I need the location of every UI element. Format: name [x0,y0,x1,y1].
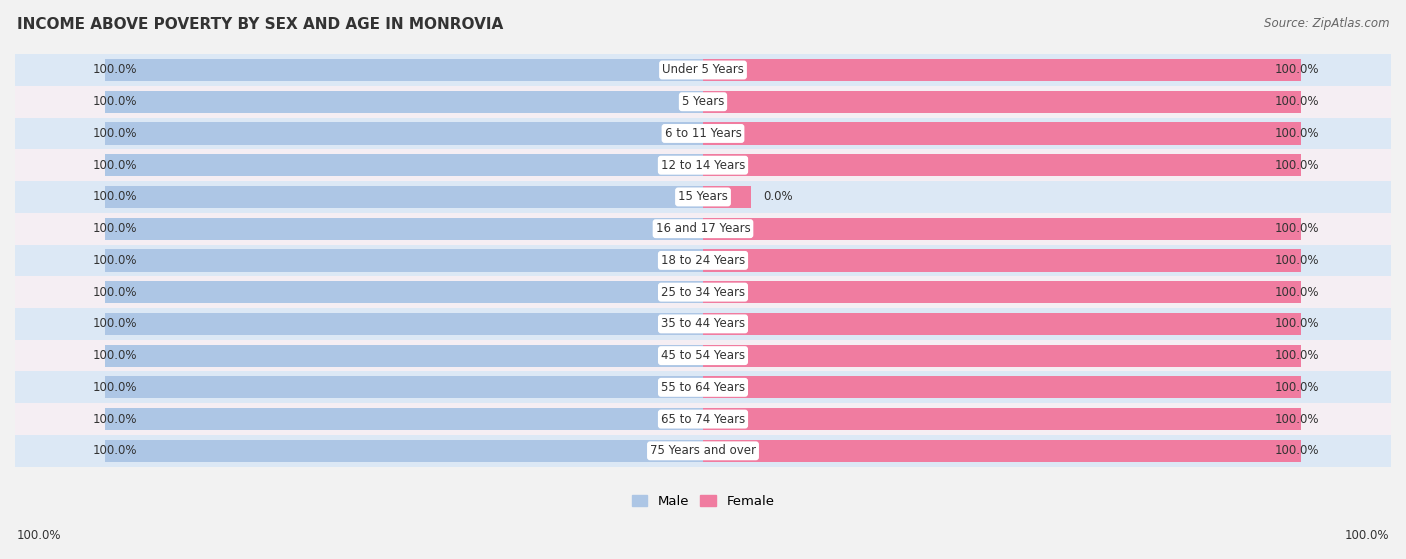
Text: 6 to 11 Years: 6 to 11 Years [665,127,741,140]
Bar [104,154,703,176]
Bar [703,376,1302,399]
Text: Under 5 Years: Under 5 Years [662,64,744,77]
Bar [104,344,703,367]
Bar [104,186,703,208]
Bar [703,408,1302,430]
Text: 16 and 17 Years: 16 and 17 Years [655,222,751,235]
Bar [104,440,703,462]
Bar [703,249,1302,272]
Bar [15,308,1391,340]
Bar [104,281,703,303]
Text: 5 Years: 5 Years [682,95,724,108]
Text: INCOME ABOVE POVERTY BY SEX AND AGE IN MONROVIA: INCOME ABOVE POVERTY BY SEX AND AGE IN M… [17,17,503,32]
Text: 55 to 64 Years: 55 to 64 Years [661,381,745,394]
Text: Source: ZipAtlas.com: Source: ZipAtlas.com [1264,17,1389,30]
Bar [15,149,1391,181]
Bar [104,249,703,272]
Text: 65 to 74 Years: 65 to 74 Years [661,413,745,425]
Bar [703,91,1302,113]
Text: 100.0%: 100.0% [1344,529,1389,542]
Bar [15,181,1391,213]
Bar [104,59,703,81]
Bar [703,186,751,208]
Bar [15,86,1391,117]
Text: 100.0%: 100.0% [1275,413,1319,425]
Text: 100.0%: 100.0% [1275,286,1319,299]
Bar [703,313,1302,335]
Text: 100.0%: 100.0% [93,381,138,394]
Text: 100.0%: 100.0% [93,349,138,362]
Legend: Male, Female: Male, Female [626,490,780,514]
Text: 35 to 44 Years: 35 to 44 Years [661,318,745,330]
Text: 25 to 34 Years: 25 to 34 Years [661,286,745,299]
Text: 100.0%: 100.0% [93,127,138,140]
Text: 100.0%: 100.0% [93,318,138,330]
Bar [104,122,703,145]
Text: 100.0%: 100.0% [1275,222,1319,235]
Text: 12 to 14 Years: 12 to 14 Years [661,159,745,172]
Bar [703,122,1302,145]
Bar [104,408,703,430]
Text: 100.0%: 100.0% [1275,64,1319,77]
Text: 100.0%: 100.0% [93,286,138,299]
Bar [15,403,1391,435]
Bar [104,313,703,335]
Bar [15,340,1391,372]
Bar [104,376,703,399]
Text: 100.0%: 100.0% [1275,127,1319,140]
Text: 100.0%: 100.0% [1275,349,1319,362]
Text: 100.0%: 100.0% [93,64,138,77]
Text: 100.0%: 100.0% [93,444,138,457]
Text: 100.0%: 100.0% [1275,95,1319,108]
Bar [104,91,703,113]
Text: 100.0%: 100.0% [1275,444,1319,457]
Bar [703,344,1302,367]
Text: 100.0%: 100.0% [1275,381,1319,394]
Text: 100.0%: 100.0% [1275,318,1319,330]
Bar [15,435,1391,467]
Bar [703,217,1302,240]
Text: 100.0%: 100.0% [1275,254,1319,267]
Text: 100.0%: 100.0% [93,222,138,235]
Bar [15,276,1391,308]
Text: 100.0%: 100.0% [17,529,62,542]
Bar [15,117,1391,149]
Text: 100.0%: 100.0% [93,254,138,267]
Text: 45 to 54 Years: 45 to 54 Years [661,349,745,362]
Text: 100.0%: 100.0% [1275,159,1319,172]
Text: 0.0%: 0.0% [763,191,793,203]
Bar [703,440,1302,462]
Text: 100.0%: 100.0% [93,191,138,203]
Bar [703,59,1302,81]
Bar [15,244,1391,276]
Bar [15,372,1391,403]
Text: 15 Years: 15 Years [678,191,728,203]
Text: 18 to 24 Years: 18 to 24 Years [661,254,745,267]
Bar [15,54,1391,86]
Text: 100.0%: 100.0% [93,413,138,425]
Text: 75 Years and over: 75 Years and over [650,444,756,457]
Bar [104,217,703,240]
Text: 100.0%: 100.0% [93,95,138,108]
Text: 100.0%: 100.0% [93,159,138,172]
Bar [703,281,1302,303]
Bar [703,154,1302,176]
Bar [15,213,1391,244]
